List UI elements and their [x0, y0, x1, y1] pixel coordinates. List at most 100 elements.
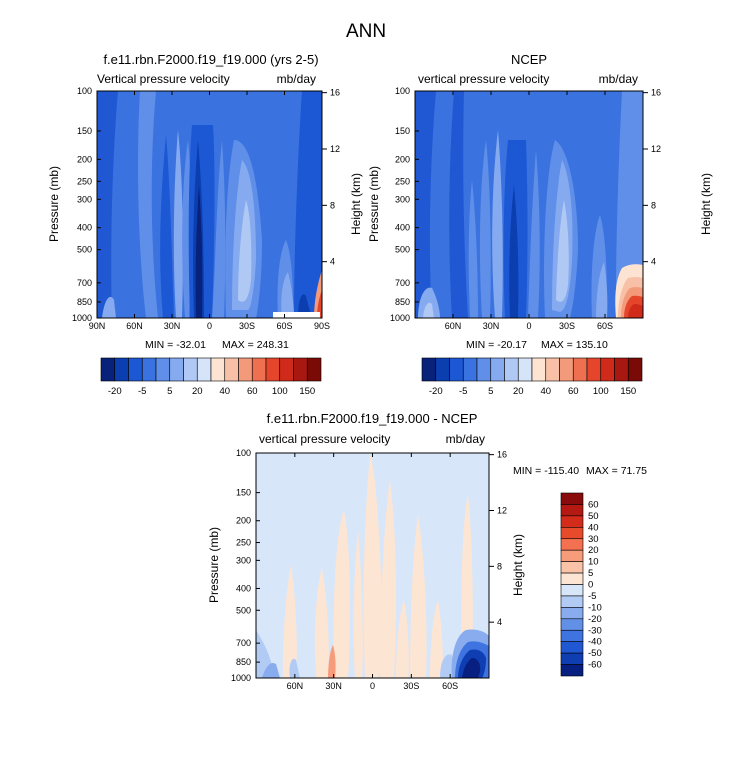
model-axes: 90N 60N 30N 0 30S 60S 90S 100 150 200 250 300 400 500… — [72, 86, 340, 331]
model-colorbar-label: 5 — [167, 386, 172, 397]
model-colorbar-label: -5 — [138, 386, 146, 397]
diff-colorbar-label: 0 — [588, 580, 593, 591]
model-colorbar-box — [306, 357, 322, 382]
diff-title: f.e11.rbn.F2000.f19_f19.000 - NCEP — [267, 411, 478, 426]
model-ytick-label: 100 — [77, 86, 92, 96]
model-xtick-label: 60N — [126, 321, 143, 331]
diff-colorbar-box — [560, 538, 584, 551]
diff-ylabel: Pressure (mb) — [207, 527, 221, 603]
obs-colorbar-label: 150 — [620, 386, 636, 397]
model-ytick-label: 150 — [77, 126, 92, 136]
diff-ytick-label: 400 — [236, 583, 251, 593]
model-ytick-label: 1000 — [72, 313, 92, 323]
model-colorbar-box — [169, 357, 184, 382]
obs-title: NCEP — [511, 52, 547, 67]
obs-ytick-label: 850 — [395, 297, 410, 307]
obs-subtitle-right: mb/day — [599, 72, 638, 86]
diff-colorbar-label: -20 — [588, 614, 602, 625]
model-colorbar: -20 -5 5 20 40 60 100 150 — [100, 357, 322, 397]
diff-axes: 60N 30N 0 30S 60S 100 150 200 250 300 400 500 700 850… — [231, 448, 507, 691]
diff-ytick-label: 500 — [236, 605, 251, 615]
diff-panel: f.e11.rbn.F2000.f19_f19.000 - NCEP verti… — [207, 411, 647, 691]
diff-colorbar-label: 10 — [588, 557, 599, 568]
model-ylabel: Pressure (mb) — [47, 166, 61, 242]
model-height-tick-label: 4 — [330, 257, 335, 267]
diff-field — [256, 453, 489, 678]
obs-colorbar-box — [627, 357, 643, 382]
model-colorbar-box — [100, 357, 116, 382]
model-colorbar-box — [141, 357, 157, 382]
diff-ytick-label: 200 — [236, 516, 251, 526]
model-colorbar-label: 40 — [219, 386, 230, 397]
obs-colorbar-box — [572, 357, 588, 382]
obs-panel: NCEP vertical pressure velocity mb/day — [367, 52, 713, 397]
obs-colorbar-box — [504, 357, 519, 382]
obs-ytick-label: 200 — [395, 154, 410, 164]
diff-colorbar-label: -5 — [588, 591, 596, 602]
obs-xtick-label: 0 — [526, 321, 531, 331]
obs-colorbar-label: 100 — [593, 386, 609, 397]
model-colorbar-box — [210, 357, 226, 382]
diff-max: MAX = 71.75 — [586, 465, 647, 477]
model-field — [97, 91, 322, 318]
obs-height-tick-label: 4 — [651, 257, 656, 267]
model-max: MAX = 248.31 — [222, 339, 289, 351]
diff-colorbar-box — [560, 618, 584, 631]
diff-colorbar-label: -50 — [588, 648, 602, 659]
model-ylabel-right: Height (km) — [349, 173, 363, 235]
diff-colorbar-label: -40 — [588, 637, 602, 648]
obs-colorbar-box — [435, 357, 450, 382]
obs-ytick-label: 700 — [395, 278, 410, 288]
obs-ytick-label: 250 — [395, 176, 410, 186]
diff-colorbar-label: 50 — [588, 511, 599, 522]
diff-colorbar-label: 5 — [588, 568, 593, 579]
diff-subtitle-left: vertical pressure velocity — [259, 432, 390, 446]
obs-height-tick-label: 8 — [651, 200, 656, 210]
diff-ytick-label: 300 — [236, 555, 251, 565]
model-xtick-label: 0 — [207, 321, 212, 331]
model-colorbar-box — [183, 357, 198, 382]
diff-colorbar-box — [560, 561, 584, 574]
obs-xtick-label: 60N — [445, 321, 462, 331]
model-colorbar-box — [265, 357, 281, 382]
diff-ytick-label: 700 — [236, 638, 251, 648]
model-colorbar-box — [196, 357, 212, 382]
obs-ylabel-right: Height (km) — [699, 173, 713, 235]
obs-axes: 60N 30N 0 30S 60S 100 150 200 250 300 400 500 700 850… — [390, 86, 661, 331]
diff-height-tick-label: 16 — [497, 450, 507, 460]
model-xtick-label: 30N — [164, 321, 181, 331]
obs-colorbar-label: 40 — [540, 386, 551, 397]
model-colorbar-box — [128, 357, 143, 382]
diff-colorbar-box — [560, 607, 584, 620]
diff-colorbar-box — [560, 664, 584, 677]
obs-max: MAX = 135.10 — [541, 339, 608, 351]
obs-colorbar-box — [462, 357, 478, 382]
model-colorbar-label: 60 — [247, 386, 258, 397]
model-colorbar-box — [238, 357, 253, 382]
obs-colorbar-box — [586, 357, 602, 382]
model-panel: f.e11.rbn.F2000.f19_f19.000 (yrs 2-5) Ve… — [47, 52, 363, 397]
model-height-tick-label: 16 — [330, 88, 340, 98]
obs-colorbar-box — [545, 357, 560, 382]
diff-colorbar-box — [560, 515, 584, 528]
obs-ytick-label: 300 — [395, 194, 410, 204]
diff-colorbar-label: 40 — [588, 522, 599, 533]
obs-xtick-label: 60S — [597, 321, 613, 331]
obs-height-tick-label: 12 — [651, 144, 661, 154]
model-colorbar-label: 20 — [192, 386, 203, 397]
diff-xtick-label: 0 — [370, 681, 375, 691]
diff-min: MIN = -115.40 — [513, 465, 579, 477]
obs-ytick-label: 1000 — [390, 313, 410, 323]
obs-ylabel: Pressure (mb) — [367, 166, 381, 242]
diff-colorbar-label: -30 — [588, 625, 602, 636]
diff-ytick-label: 1000 — [231, 673, 251, 683]
obs-field — [415, 91, 643, 318]
obs-xtick-label: 30N — [483, 321, 500, 331]
obs-colorbar-box — [559, 357, 574, 382]
obs-colorbar-label: -5 — [459, 386, 467, 397]
model-ytick-label: 700 — [77, 278, 92, 288]
diff-ytick-label: 850 — [236, 657, 251, 667]
obs-colorbar-box — [517, 357, 533, 382]
